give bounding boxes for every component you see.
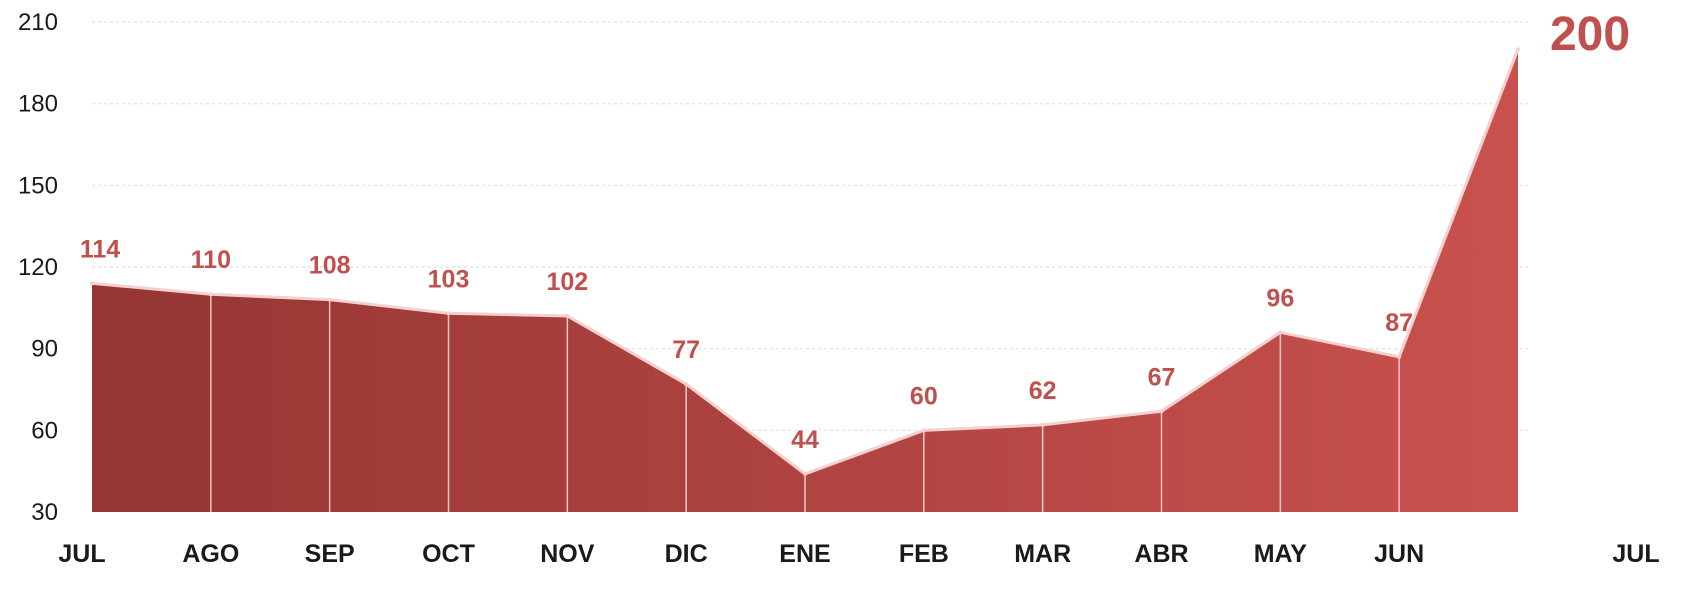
- x-tick-label: DIC: [665, 540, 708, 568]
- data-label: 108: [309, 252, 351, 280]
- x-tick-label: OCT: [422, 540, 475, 568]
- data-label: 67: [1148, 363, 1176, 391]
- data-label: 96: [1266, 284, 1294, 312]
- x-tick-label: JUL: [58, 540, 105, 568]
- data-label: 62: [1029, 377, 1057, 405]
- data-label: 60: [910, 382, 938, 410]
- data-point: [90, 281, 94, 286]
- x-tick-label: NOV: [540, 540, 595, 568]
- y-tick-label: 150: [18, 172, 58, 199]
- data-point: [921, 428, 926, 433]
- data-labels: 114 110 108 103 102 77 44 60 62 67 96 87 200: [80, 8, 1630, 454]
- data-point: [1397, 354, 1402, 359]
- x-axis-ticks: JUL AGO SEP OCT NOV DIC ENE FEB MAR ABR MAY JUN JUL: [58, 540, 1659, 568]
- y-tick-label: 210: [18, 9, 58, 36]
- x-tick-label: JUN: [1374, 540, 1424, 568]
- data-point: [1040, 422, 1045, 427]
- y-axis-ticks: 210 180 150 120 90 60 30: [18, 9, 58, 526]
- x-tick-label: AGO: [182, 540, 239, 568]
- x-tick-label: ABR: [1134, 540, 1188, 568]
- data-point: [1516, 47, 1520, 52]
- data-point: [803, 471, 807, 476]
- x-tick-label: FEB: [899, 540, 949, 568]
- x-tick-label: SEP: [305, 540, 355, 568]
- data-label: 103: [428, 265, 470, 293]
- data-point: [446, 311, 451, 316]
- y-tick-label: 120: [18, 254, 58, 281]
- x-tick-label: ENE: [779, 540, 830, 568]
- y-tick-label: 90: [31, 336, 58, 363]
- data-label: 87: [1385, 309, 1413, 337]
- data-label: 114: [80, 235, 120, 263]
- data-label: 102: [546, 268, 588, 296]
- y-tick-label: 30: [31, 499, 58, 526]
- y-tick-label: 180: [18, 91, 58, 118]
- data-point: [684, 382, 689, 387]
- data-point: [208, 292, 213, 297]
- data-label: 77: [672, 336, 700, 364]
- area-layer: [90, 47, 1520, 512]
- x-tick-label: JUL: [1612, 540, 1659, 568]
- data-point: [565, 314, 570, 318]
- x-tick-label: MAR: [1014, 540, 1071, 568]
- data-point: [327, 297, 332, 302]
- data-point: [1159, 409, 1164, 414]
- x-tick-label: MAY: [1254, 540, 1308, 568]
- data-label: 110: [191, 246, 231, 274]
- data-point: [1278, 330, 1283, 335]
- y-tick-label: 60: [31, 417, 58, 444]
- data-label: 200: [1550, 8, 1630, 61]
- data-label: 44: [791, 426, 819, 454]
